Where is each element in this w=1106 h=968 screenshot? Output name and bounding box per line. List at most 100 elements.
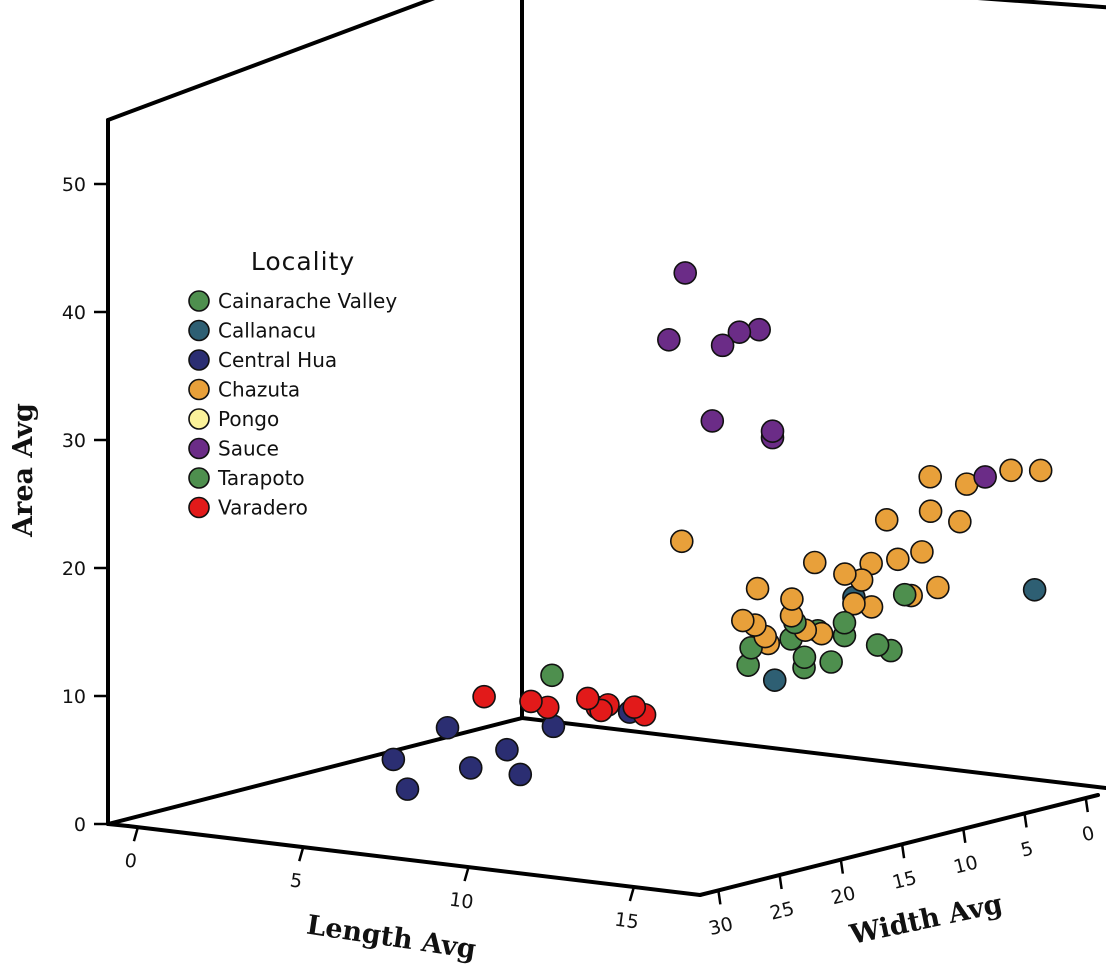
legend-swatch <box>188 437 210 460</box>
data-point: Tarapoto <box>792 645 817 670</box>
legend-label: Central Hua <box>218 348 337 372</box>
data-point: Chazuta <box>731 608 755 633</box>
data-point: Chazuta <box>802 550 827 575</box>
data-point: Chazuta <box>874 507 899 532</box>
legend-label: Varadero <box>218 496 308 520</box>
x-axis-title: Length Avg <box>305 910 478 966</box>
data-point: Sauce <box>727 320 752 344</box>
y-axis-title: Area Avg <box>8 403 39 538</box>
data-point: Chazuta <box>948 509 972 534</box>
data-point: Tarapoto <box>832 610 857 635</box>
data-point: Chazuta <box>669 529 694 554</box>
legend-swatch <box>188 319 210 342</box>
z-tick-mark <box>962 828 967 844</box>
frame-back-floor-right <box>520 716 1106 790</box>
data-point: Chazuta <box>918 499 943 524</box>
x-tick-label: 10 <box>448 889 475 914</box>
z-tick-label: 15 <box>890 867 919 894</box>
x-tick-label: 0 <box>123 850 138 873</box>
z-tick-label: 0 <box>1080 822 1097 846</box>
data-points: PongoPongoPongoPongoPongoPongoPongoPongo… <box>381 261 1053 801</box>
data-point: Chazuta <box>886 547 910 572</box>
y-tick-label: 30 <box>62 430 86 452</box>
data-point: Chazuta <box>918 464 942 489</box>
data-point: Sauce <box>700 409 725 433</box>
data-point: Chazuta <box>842 591 866 616</box>
y-tick-label: 0 <box>74 814 86 836</box>
z-tick-mark <box>900 844 906 859</box>
legend-label: Chazuta <box>218 378 300 402</box>
data-point: Cainarache Valley <box>540 663 564 688</box>
frame-back-top <box>977 0 1106 10</box>
data-point: Tarapoto <box>865 633 890 657</box>
y-tick-label: 40 <box>62 302 86 324</box>
data-point: Central Hua <box>495 737 519 762</box>
data-point: Central Hua <box>395 777 420 801</box>
z-tick-label: 20 <box>829 882 858 909</box>
legend-title: Locality <box>251 247 355 276</box>
data-point: Central Hua <box>458 756 483 780</box>
y-tick-label: 10 <box>62 686 86 708</box>
legend-label: Tarapoto <box>217 466 305 490</box>
x-tick-mark <box>463 866 470 882</box>
legend-label: Callanacu <box>218 319 316 343</box>
z-tick-mark <box>839 859 845 874</box>
z-axis-title: Width Avg <box>846 888 1005 951</box>
z-tick-mark <box>717 890 722 905</box>
data-point: Varadero <box>472 684 496 709</box>
data-point: Varadero <box>622 695 647 719</box>
legend-swatch <box>188 290 210 312</box>
data-point: Tarapoto <box>892 582 917 607</box>
z-tick-label: 10 <box>951 851 980 878</box>
y-tick-label: 20 <box>62 558 86 580</box>
data-point: Tarapoto <box>819 650 843 674</box>
x-tick-mark <box>132 826 140 842</box>
data-point: Sauce <box>657 328 681 352</box>
x-tick-mark <box>628 886 636 902</box>
data-point: Sauce <box>710 333 735 358</box>
data-point: Chazuta <box>910 540 934 564</box>
data-point: Varadero <box>519 689 543 714</box>
z-tick-label: 25 <box>768 898 797 925</box>
frame-front-bottom-z <box>698 793 1100 897</box>
z-tick-label: 30 <box>707 913 736 940</box>
legend-label: Sauce <box>218 437 279 461</box>
data-point: Central Hua <box>435 715 460 740</box>
legend-swatch <box>188 467 210 489</box>
data-point: Chazuta <box>780 587 804 611</box>
data-point: Central Hua <box>381 747 406 772</box>
data-point: Sauce <box>747 317 771 342</box>
legend-swatch <box>188 378 210 401</box>
legend: Locality Cainarache Valley Callanacu Centr… <box>188 247 397 520</box>
data-point: Chazuta <box>926 575 950 600</box>
legend-swatch <box>188 349 210 371</box>
legend-label: Cainarache Valley <box>218 289 397 313</box>
z-tick-mark <box>1084 797 1089 813</box>
legend-swatch <box>188 496 210 519</box>
x-tick-label: 15 <box>613 909 640 934</box>
legend-swatch <box>188 408 210 430</box>
frame-front-bottom-x <box>126 824 702 897</box>
data-point: Callanacu <box>762 668 787 692</box>
data-point: Sauce <box>673 261 698 285</box>
data-point: Sauce <box>973 465 997 489</box>
data-point: Chazuta <box>833 562 857 586</box>
frame-left-top <box>106 0 435 122</box>
y-tick-label: 50 <box>62 174 86 196</box>
data-point: Chazuta <box>1028 458 1053 483</box>
x-tick-mark <box>298 846 305 862</box>
data-point: Sauce <box>760 419 785 444</box>
frame-front-left <box>106 822 130 828</box>
legend-label: Pongo <box>218 407 279 431</box>
data-point: Chazuta <box>999 458 1023 483</box>
x-tick-label: 5 <box>289 869 304 892</box>
z-tick-label: 5 <box>1019 838 1036 862</box>
data-point: Varadero <box>575 686 600 711</box>
data-point: Central Hua <box>508 762 533 787</box>
z-tick-mark <box>778 874 783 890</box>
data-point: Chazuta <box>745 576 770 601</box>
z-tick-mark <box>1023 813 1028 828</box>
data-point: Callanacu <box>1022 577 1047 602</box>
